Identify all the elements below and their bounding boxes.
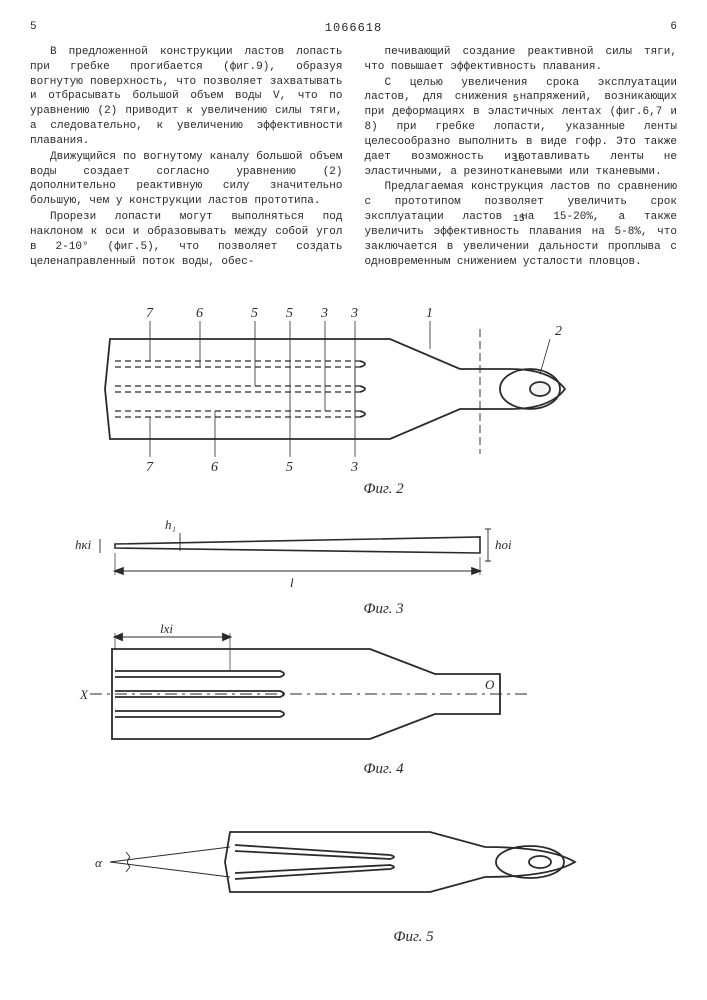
fig5-label: Фиг. 5	[150, 927, 677, 947]
line-mark-10: 10	[513, 153, 525, 167]
callout-3a: 3	[320, 306, 328, 321]
dim-hoi: hоi	[495, 537, 512, 552]
callout-6a: 6	[196, 306, 203, 321]
fig5-svg: α	[30, 797, 650, 927]
axis-o: O	[485, 677, 495, 692]
callout-7b: 7	[146, 460, 154, 475]
dim-lxi: lхi	[160, 621, 173, 636]
callout-2: 2	[555, 324, 562, 339]
dim-l: l	[290, 575, 294, 590]
dim-hk: hкi	[75, 537, 92, 552]
doc-number: 1066618	[325, 20, 382, 36]
page-num-right: 6	[670, 20, 677, 35]
callout-5b: 5	[286, 306, 293, 321]
fig3-svg: hкi h₁ hоi l	[30, 499, 650, 599]
page-num-left: 5	[30, 20, 37, 35]
fig2-svg: 7 6 5 5 3 3 1 2 7 6 5 3	[30, 289, 650, 479]
para-l2: Движущийся по вогнутому каналу большой о…	[30, 150, 343, 209]
callout-7a: 7	[146, 306, 154, 321]
callout-6b: 6	[211, 460, 218, 475]
fig3-label: Фиг. 3	[90, 599, 677, 619]
callout-5c: 5	[286, 460, 293, 475]
text-columns: В предложенной конструкции ластов лопаст…	[30, 45, 677, 271]
column-left: В предложенной конструкции ластов лопаст…	[30, 45, 343, 271]
callout-5a: 5	[251, 306, 258, 321]
callout-3c: 3	[350, 460, 358, 475]
line-mark-15: 15	[513, 213, 525, 227]
figures-area: 7 6 5 5 3 3 1 2 7 6 5 3 Фиг. 2	[30, 289, 677, 948]
callout-3b: 3	[350, 306, 358, 321]
callout-1: 1	[426, 306, 433, 321]
fig4-label: Фиг. 4	[90, 759, 677, 779]
para-l3: Прорези лопасти могут выполняться под на…	[30, 210, 343, 269]
column-right: 5 10 15 печивающий создание реактивной с…	[365, 45, 678, 271]
axis-x: X	[79, 687, 89, 702]
fig2-label: Фиг. 2	[90, 479, 677, 499]
fig4-svg: lхi X O	[30, 619, 650, 759]
angle-alpha: α	[95, 855, 103, 870]
dim-h1: h₁	[165, 517, 176, 532]
para-l1: В предложенной конструкции ластов лопаст…	[30, 45, 343, 149]
para-r1: печивающий создание реактивной силы тяги…	[365, 45, 678, 75]
line-mark-5: 5	[513, 93, 519, 107]
